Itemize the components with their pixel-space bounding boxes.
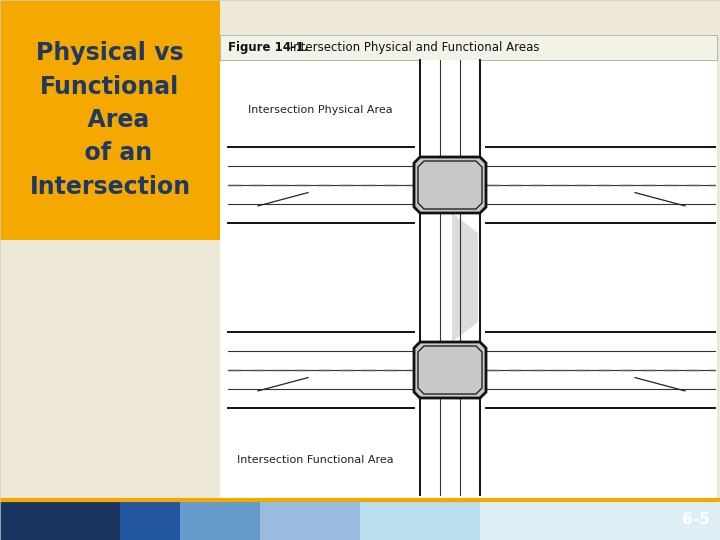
Bar [480, 500, 720, 540]
Text: Physical vs
Functional
  Area
  of an
Intersection: Physical vs Functional Area of an Inters… [30, 41, 191, 199]
Bar [420, 213, 480, 342]
Bar [486, 332, 715, 408]
Text: 6-5: 6-5 [683, 512, 710, 528]
Bar [0, 500, 60, 540]
Bar [120, 500, 180, 540]
Bar [180, 500, 260, 540]
Text: Figure 14-1.: Figure 14-1. [228, 42, 309, 55]
Bar [0, 0, 220, 240]
Bar [228, 332, 414, 408]
Bar [220, 35, 717, 500]
Bar [260, 500, 360, 540]
Text: Intersection Physical and Functional Areas: Intersection Physical and Functional Are… [286, 42, 539, 55]
Bar [220, 35, 717, 60]
Bar [60, 500, 120, 540]
Bar [0, 240, 220, 540]
Bar [360, 500, 480, 540]
Bar [228, 147, 414, 223]
Text: Intersection Physical Area: Intersection Physical Area [248, 105, 392, 115]
Bar [486, 147, 715, 223]
Text: Intersection Functional Area: Intersection Functional Area [237, 455, 394, 465]
Bar [420, 398, 480, 495]
Polygon shape [486, 359, 705, 402]
Polygon shape [414, 157, 486, 213]
Polygon shape [452, 213, 478, 342]
Polygon shape [414, 342, 486, 398]
Bar [420, 60, 480, 157]
Polygon shape [238, 359, 414, 402]
